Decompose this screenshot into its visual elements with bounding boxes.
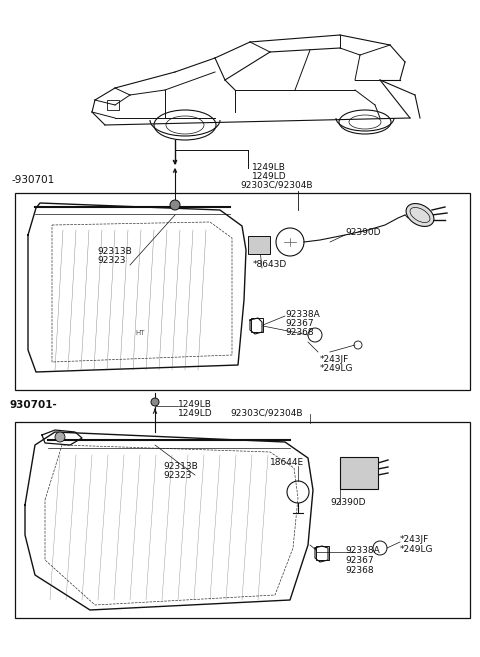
Text: 92338A: 92338A bbox=[345, 546, 380, 555]
Text: 92390D: 92390D bbox=[330, 498, 365, 507]
Text: *249LG: *249LG bbox=[400, 545, 433, 554]
Text: 92368: 92368 bbox=[345, 566, 373, 575]
Text: 92367: 92367 bbox=[345, 556, 373, 565]
Text: 92367: 92367 bbox=[285, 319, 313, 328]
Ellipse shape bbox=[406, 204, 434, 227]
Text: 930701-: 930701- bbox=[10, 400, 58, 410]
Text: 1249LD: 1249LD bbox=[178, 409, 213, 418]
Bar bbox=[107, 100, 119, 110]
Text: 92368: 92368 bbox=[285, 328, 313, 337]
Text: -930701: -930701 bbox=[12, 175, 55, 185]
Circle shape bbox=[55, 432, 65, 442]
Text: *249LG: *249LG bbox=[320, 364, 353, 373]
Text: HT: HT bbox=[135, 330, 145, 336]
Text: 1249LB: 1249LB bbox=[178, 400, 212, 409]
Text: *8643D: *8643D bbox=[253, 260, 287, 269]
Bar bbox=[248, 236, 270, 254]
Text: 92323: 92323 bbox=[163, 471, 192, 480]
Text: 92303C/92304B: 92303C/92304B bbox=[230, 409, 302, 418]
Text: 92323: 92323 bbox=[97, 256, 125, 265]
Text: 92338A: 92338A bbox=[285, 310, 320, 319]
Bar bbox=[340, 457, 378, 489]
Text: 92313B: 92313B bbox=[163, 462, 198, 471]
Text: 1249LB: 1249LB bbox=[252, 163, 286, 172]
Text: *243JF: *243JF bbox=[320, 355, 349, 364]
Text: 18644E: 18644E bbox=[270, 458, 304, 467]
Circle shape bbox=[151, 398, 159, 406]
Circle shape bbox=[170, 200, 180, 210]
Bar bbox=[316, 546, 329, 560]
Text: 92390D: 92390D bbox=[345, 228, 381, 237]
Text: 92303C/92304B: 92303C/92304B bbox=[240, 181, 312, 190]
Bar bbox=[251, 318, 263, 332]
Text: *243JF: *243JF bbox=[400, 535, 429, 544]
Text: 1249LD: 1249LD bbox=[252, 172, 287, 181]
Text: 92313B: 92313B bbox=[97, 247, 132, 256]
Bar bbox=[15, 193, 470, 390]
Bar bbox=[15, 422, 470, 618]
